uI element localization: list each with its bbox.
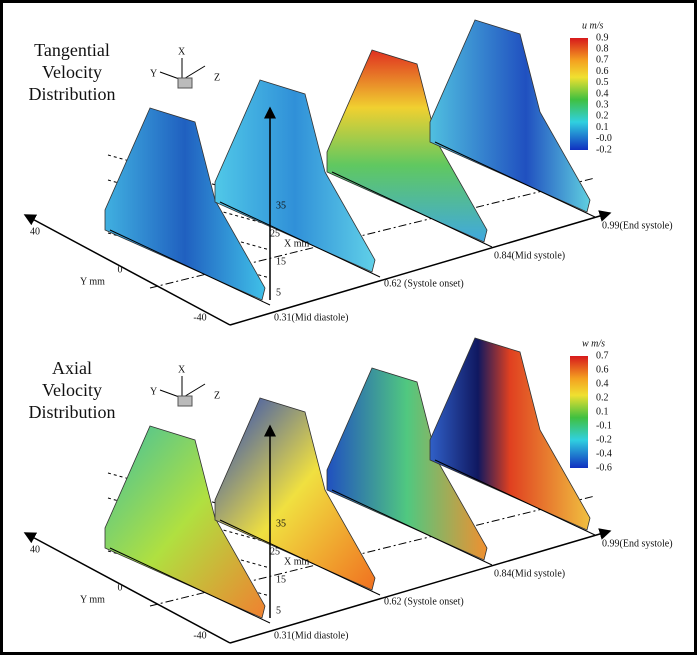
x-tick-label: 5 — [276, 287, 281, 298]
colorbar-tick-label: 0.6 — [596, 66, 609, 77]
y-tick-label: 40 — [30, 544, 40, 555]
contour-slice — [104, 425, 266, 619]
axis-icon-z: Z — [214, 390, 220, 401]
colorbar-label: w m/s — [582, 338, 605, 349]
y-axis — [23, 214, 231, 326]
phase-label: 0.62 (Systole onset) — [384, 596, 464, 607]
y-tick-label: 40 — [30, 226, 40, 237]
panel-title: Velocity — [42, 62, 102, 82]
contour-slice — [326, 367, 488, 561]
colorbar — [570, 38, 588, 150]
slice-base — [219, 519, 381, 596]
axis-icon-box — [177, 77, 193, 89]
colorbar-tick-label: -0.2 — [596, 434, 612, 445]
x-axis-label: X mm — [284, 238, 310, 249]
colorbar-tick-label: 0.7 — [596, 55, 609, 66]
colorbar-tick-label: 0.6 — [596, 364, 609, 375]
colorbar-tick-label: 0.4 — [596, 378, 609, 389]
panel-title: Tangential — [34, 40, 110, 60]
axis-icon-z: Z — [214, 72, 220, 83]
panel-title: Velocity — [42, 380, 102, 400]
panel-title: Distribution — [28, 84, 115, 104]
panel-title: Distribution — [28, 402, 115, 422]
x-tick-label: 5 — [276, 605, 281, 616]
time-axis — [229, 210, 612, 326]
y-tick-label: -40 — [193, 630, 206, 641]
contour-slice — [429, 337, 591, 531]
colorbar-tick-label: 0.2 — [596, 111, 609, 122]
phase-label: 0.84(Mid systole) — [494, 250, 565, 261]
x-tick-label: 25 — [270, 546, 280, 557]
colorbar-tick-label: 0.9 — [596, 32, 609, 43]
slice-base — [331, 171, 493, 248]
x-tick-label: 25 — [270, 228, 280, 239]
slice-base — [109, 547, 271, 624]
y-axis-label: Y mm — [80, 276, 105, 287]
x-axis-label: X mm — [284, 556, 310, 567]
axis-icon-y: Y — [150, 386, 157, 397]
colorbar-tick-label: -0.1 — [596, 420, 612, 431]
phase-label: 0.99(End systole) — [602, 220, 673, 231]
phase-label: 0.31(Mid diastole) — [274, 630, 348, 641]
colorbar-tick-label: 0.4 — [596, 88, 609, 99]
colorbar-tick-label: 0.1 — [596, 406, 609, 417]
axis-icon-x: X — [178, 46, 186, 57]
slice-base — [434, 141, 596, 218]
axis-icon-box — [177, 395, 193, 407]
colorbar — [570, 356, 588, 468]
colorbar-tick-label: -0.6 — [596, 462, 612, 473]
x-tick-label: 15 — [276, 256, 286, 267]
colorbar-tick-label: -0.2 — [596, 144, 612, 155]
slice-base — [219, 201, 381, 278]
y-tick-label: 0 — [118, 264, 123, 275]
y-tick-label: 0 — [118, 582, 123, 593]
phase-label: 0.31(Mid diastole) — [274, 312, 348, 323]
x-tick-label: 35 — [276, 518, 286, 529]
contour-slice — [429, 19, 591, 213]
axis-icon-y: Y — [150, 68, 157, 79]
axis-icon-x: X — [178, 364, 186, 375]
colorbar-tick-label: -0.0 — [596, 133, 612, 144]
colorbar-tick-label: -0.4 — [596, 448, 612, 459]
phase-label: 0.99(End systole) — [602, 538, 673, 549]
panel-title: Axial — [52, 358, 92, 378]
slice-base — [434, 459, 596, 536]
y-axis — [23, 532, 231, 644]
colorbar-tick-label: 0.5 — [596, 77, 609, 88]
time-axis — [229, 528, 612, 644]
x-tick-label: 15 — [276, 574, 286, 585]
phase-label: 0.84(Mid systole) — [494, 568, 565, 579]
colorbar-label: u m/s — [582, 20, 604, 31]
colorbar-tick-label: 0.2 — [596, 392, 609, 403]
phase-label: 0.62 (Systole onset) — [384, 278, 464, 289]
axis-icon — [159, 58, 206, 81]
x-tick-label: 35 — [276, 200, 286, 211]
contour-slice — [214, 79, 376, 273]
colorbar-tick-label: 0.1 — [596, 122, 609, 133]
slice-base — [331, 489, 493, 566]
contour-slice — [104, 107, 266, 301]
colorbar-tick-label: 0.3 — [596, 99, 609, 110]
axis-icon — [159, 376, 206, 399]
colorbar-tick-label: 0.8 — [596, 43, 609, 54]
y-tick-label: -40 — [193, 312, 206, 323]
y-axis-label: Y mm — [80, 594, 105, 605]
contour-slice — [214, 397, 376, 591]
contour-slice — [326, 49, 488, 243]
slice-base — [109, 229, 271, 306]
colorbar-tick-label: 0.7 — [596, 350, 609, 361]
